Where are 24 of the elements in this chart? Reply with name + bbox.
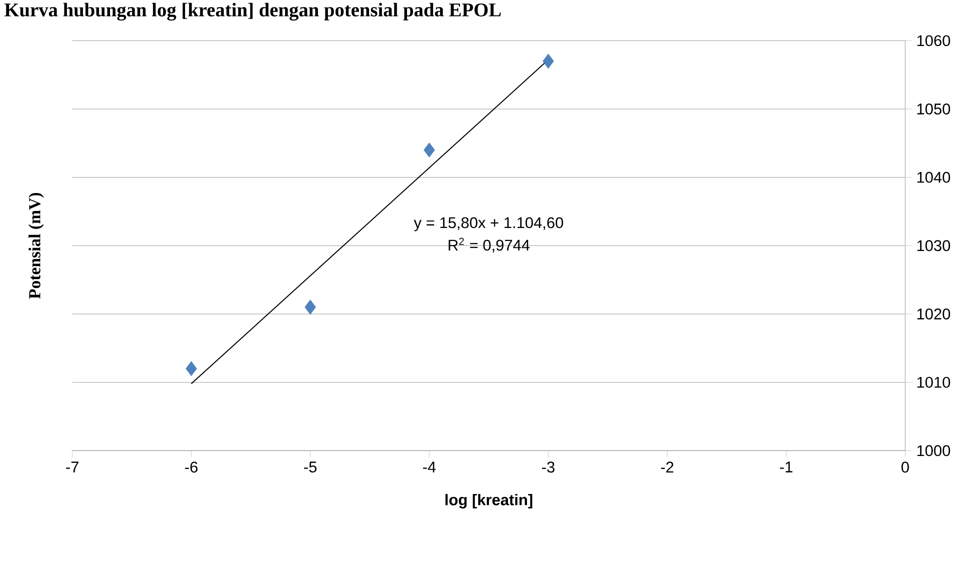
y-tick-label: 1010	[917, 376, 950, 388]
y-tick-label: 1060	[917, 35, 950, 46]
point	[424, 142, 435, 158]
x-tick-label: 0	[902, 462, 909, 473]
annotation: y = 15,80x + 1.104,60	[414, 217, 564, 232]
point	[542, 54, 554, 69]
y-tick-label: 1020	[917, 308, 950, 320]
y-tick-label: 1000	[917, 445, 950, 456]
x-tick-label: -3	[542, 462, 554, 473]
y-tick-label: 1040	[917, 172, 950, 183]
annotation: R$^{2}$ = 0,9744	[448, 238, 530, 253]
x-axis-title: log [kreatin]	[446, 494, 532, 509]
x-tick-label: -5	[304, 462, 317, 473]
point	[304, 300, 316, 315]
x-tick-label: -4	[423, 462, 436, 472]
x-tick-label: -7	[66, 462, 78, 472]
y-tick-label: 1030	[917, 240, 950, 252]
x-tick-label: -1	[780, 462, 792, 472]
chart-title: Kurva hubungan log [kreatin] dengan potensial pada EPOL	[4, 2, 501, 21]
x-tick-label: -6	[185, 462, 198, 473]
y-tick-label: 1050	[917, 104, 950, 115]
x-tick-label: -2	[661, 462, 674, 473]
point	[186, 361, 197, 376]
y-axis-title: Potensial (mV)	[28, 193, 44, 299]
